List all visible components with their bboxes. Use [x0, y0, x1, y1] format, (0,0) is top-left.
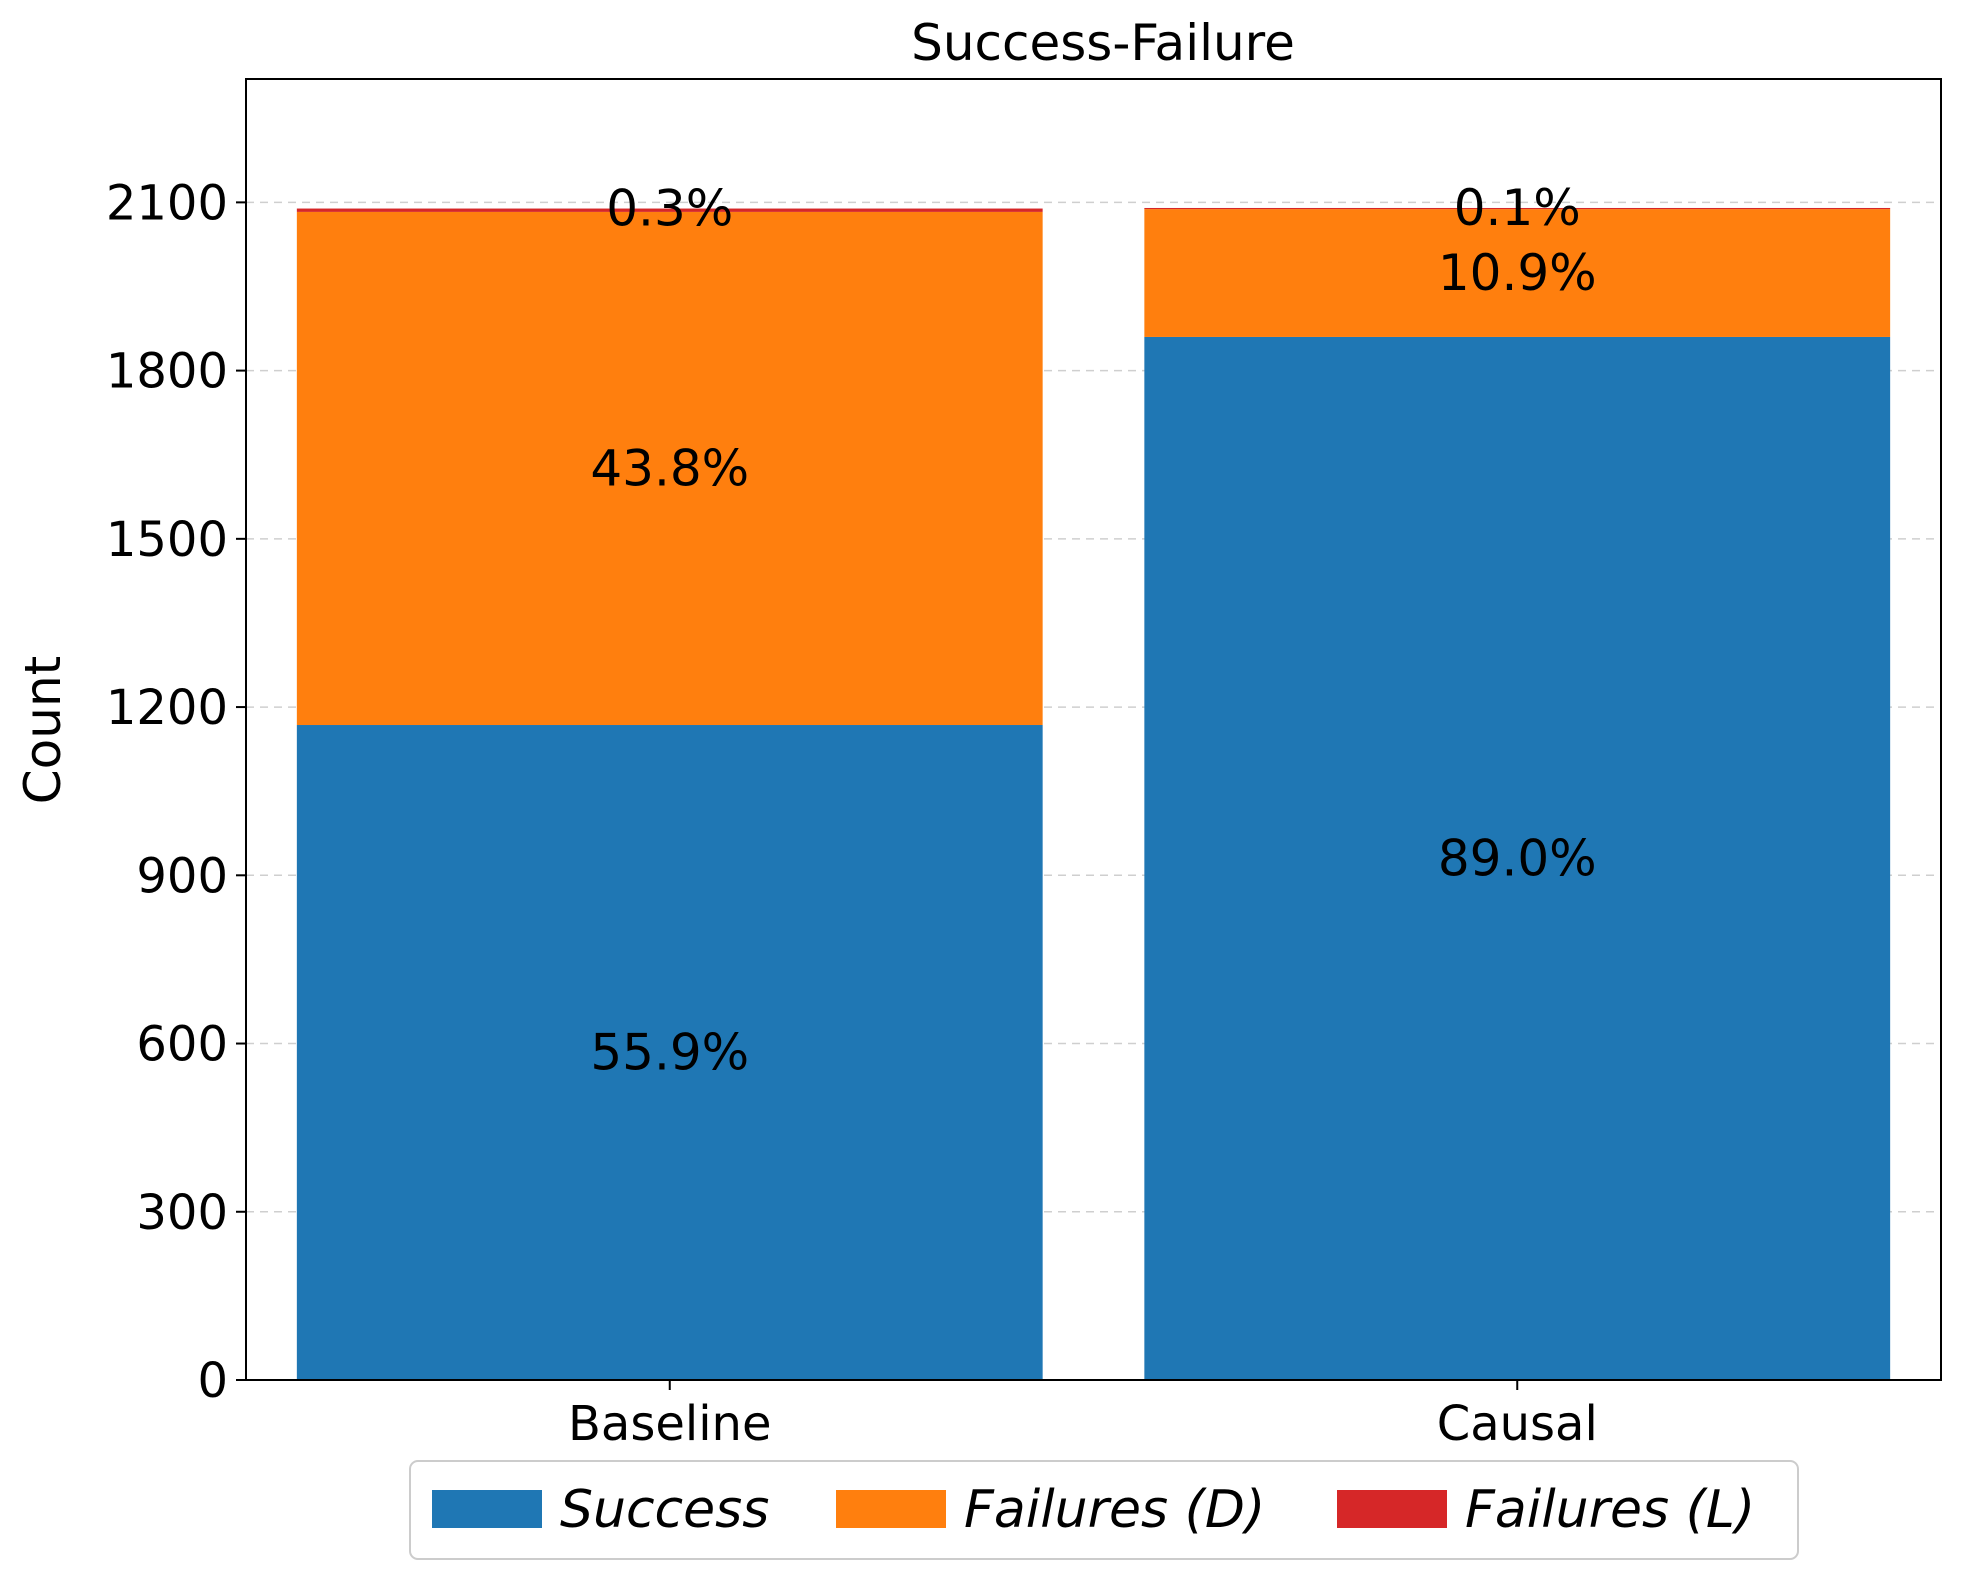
- plot-frame: [245, 78, 1942, 1381]
- y-tick-label: 900: [136, 848, 228, 904]
- bar-segment-causal-1: [1144, 209, 1891, 337]
- bar-segment-baseline-2: [296, 208, 1043, 212]
- bar-percent-label: 89.0%: [1438, 829, 1597, 887]
- x-tick-label: Causal: [1437, 1396, 1598, 1452]
- legend-label: Success: [560, 1480, 769, 1540]
- y-tick-label: 600: [136, 1017, 228, 1073]
- legend-label: Failures (D): [964, 1480, 1265, 1540]
- x-tick-label: Baseline: [568, 1396, 772, 1452]
- bar-segment-causal-2: [1144, 207, 1891, 210]
- legend: Success Failures (D) Failures (L): [409, 1460, 1799, 1560]
- y-tick-label: 1500: [106, 512, 228, 568]
- y-tick-label: 0: [197, 1353, 228, 1409]
- y-tick-label: 1800: [106, 344, 228, 400]
- legend-swatch: [1337, 1490, 1447, 1528]
- bar-percent-labels: 55.9% 43.8% 0.3% 89.0% 10.9% 0.1%: [590, 179, 1596, 1082]
- legend-swatch: [432, 1490, 542, 1528]
- bar-percent-label: 43.8%: [590, 439, 749, 497]
- bar-percent-label: 55.9%: [590, 1024, 749, 1082]
- legend-box: [409, 1460, 1799, 1560]
- y-tick-label: 2100: [106, 175, 228, 231]
- bar-segment-baseline-1: [296, 211, 1043, 726]
- x-axis-ticks: Baseline Causal: [568, 1380, 1598, 1452]
- bar-percent-label: 0.3%: [606, 180, 733, 238]
- y-axis-ticks: 0 300 600 900 1200 1500 1800 2100: [106, 175, 246, 1409]
- legend-label: Failures (L): [1465, 1480, 1755, 1540]
- y-axis-label: Count: [14, 656, 72, 805]
- y-tick-label: 300: [136, 1185, 228, 1241]
- bars: [296, 207, 1891, 1380]
- chart-title: Success-Failure: [911, 14, 1295, 72]
- legend-swatch: [836, 1490, 946, 1528]
- bar-percent-label: 10.9%: [1438, 244, 1597, 302]
- y-tick-label: 1200: [106, 680, 228, 736]
- bar-percent-label: 0.1%: [1454, 179, 1581, 237]
- bar-segment-causal-0: [1144, 336, 1891, 1380]
- bar-segment-baseline-0: [296, 725, 1043, 1380]
